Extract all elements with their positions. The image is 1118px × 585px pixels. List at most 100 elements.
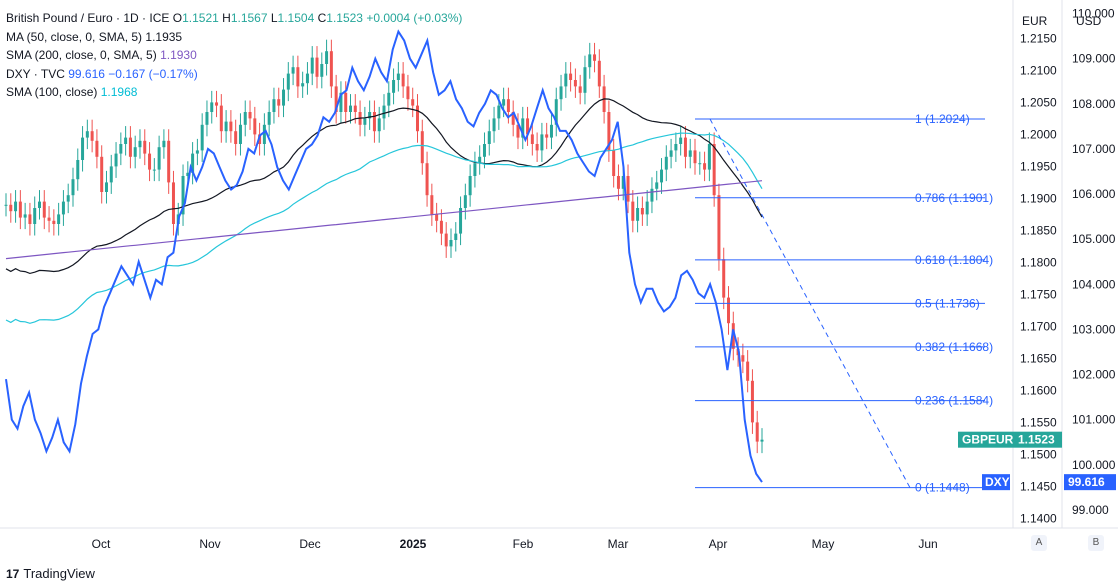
- candle-body: [344, 92, 348, 112]
- legend-dxy-row[interactable]: DXY · TVC 99.616 −0.167 (−0.17%): [6, 65, 462, 84]
- right-axis-tick-label: 108.000: [1072, 97, 1116, 111]
- candle-body: [90, 131, 94, 141]
- candle-body: [487, 131, 491, 144]
- candle-body: [372, 112, 376, 132]
- candle-body: [286, 73, 290, 90]
- candle-body: [119, 144, 123, 154]
- candle-body: [444, 233, 448, 247]
- candle-body: [688, 150, 692, 157]
- right-axis-tick-label: 110.000: [1072, 7, 1115, 21]
- fib-level-label: 0 (1.1448): [915, 481, 970, 495]
- time-axis-tick-label: Apr: [709, 537, 728, 551]
- right-scale-unit[interactable]: USD: [1076, 14, 1102, 28]
- candle-body: [760, 439, 764, 442]
- candle-body: [363, 118, 367, 125]
- left-scale-unit[interactable]: EUR: [1022, 14, 1048, 28]
- candle-body: [746, 361, 750, 381]
- candle-body: [511, 112, 515, 125]
- candle-body: [655, 182, 659, 189]
- tradingview-brand[interactable]: 17 TradingView: [6, 566, 95, 581]
- sma100-line: [5, 132, 763, 324]
- candle-body: [219, 105, 223, 132]
- left-axis-tick-label: 1.2000: [1020, 127, 1057, 141]
- candle-body: [234, 131, 238, 144]
- candle-body: [626, 176, 630, 202]
- dxy-line: [5, 29, 763, 483]
- candle-body: [573, 80, 577, 87]
- candle-body: [14, 201, 18, 212]
- candle-body: [420, 131, 424, 164]
- candle-body: [741, 355, 745, 362]
- candle-body: [549, 124, 553, 138]
- fib-level-label: 0.5 (1.1736): [915, 296, 980, 310]
- right-axis-tick-label: 109.000: [1072, 52, 1116, 66]
- candle-body: [109, 166, 113, 183]
- candle-body: [191, 153, 195, 173]
- candle-body: [640, 208, 644, 215]
- candle-body: [616, 176, 620, 189]
- candle-body: [47, 217, 51, 221]
- candle-body: [473, 163, 477, 176]
- candle-body: [291, 67, 295, 74]
- high-value: 1.1567: [230, 11, 268, 25]
- sma100-label: SMA (100, close): [6, 85, 98, 99]
- right-axis-tick-label: 104.000: [1072, 277, 1116, 291]
- close-label: C: [317, 11, 327, 25]
- candle-body: [124, 137, 128, 144]
- candle-body: [157, 147, 161, 170]
- candle-body: [277, 99, 281, 106]
- candle-body: [71, 179, 75, 196]
- candle-body: [683, 137, 687, 157]
- candle-body: [95, 140, 99, 157]
- dxy-label: DXY · TVC: [6, 66, 65, 81]
- left-axis-tick-label: 1.2050: [1020, 95, 1057, 109]
- chart-legend: British Pound / Euro · 1D · ICE O1.1521 …: [6, 9, 462, 102]
- high-label: H: [222, 11, 231, 25]
- candle-body: [454, 233, 458, 240]
- candle-body: [61, 201, 65, 215]
- legend-sma200-row[interactable]: SMA (200, close, 0, SMA, 5) 1.1930: [6, 46, 462, 65]
- left-axis-tick-label: 1.1900: [1020, 191, 1057, 205]
- ma50-line: [5, 98, 763, 275]
- tradingview-logo: 17: [6, 566, 20, 581]
- close-value: 1.1523: [326, 11, 363, 25]
- candle-body: [229, 121, 233, 132]
- change-value: +0.0004 (+0.03%): [366, 11, 463, 25]
- legend-ma50-row[interactable]: MA (50, close, 0, SMA, 5) 1.1935: [6, 28, 462, 47]
- sma200-line: [5, 180, 763, 260]
- candle-body: [152, 169, 156, 171]
- candle-body: [387, 92, 391, 106]
- candle-body: [621, 176, 625, 189]
- candle-body: [368, 112, 372, 119]
- candle-body: [224, 121, 228, 132]
- auto-scale-button[interactable]: A: [1031, 535, 1047, 551]
- time-axis-tick-label: Feb: [513, 537, 534, 551]
- right-axis-tick-label: 106.000: [1072, 187, 1116, 201]
- candle-body: [554, 99, 558, 125]
- candle-body: [612, 150, 616, 176]
- right-axis-tick-label: 102.000: [1072, 368, 1116, 382]
- right-axis-tick-label: 101.000: [1072, 413, 1116, 427]
- candle-body: [143, 140, 147, 154]
- candle-body: [502, 99, 506, 106]
- right-axis-tick-label: 100.000: [1072, 458, 1116, 472]
- ma50-value: 1.1935: [145, 29, 183, 44]
- chart-canvas[interactable]: 1.2150 1.2100 1.2050 1.2000 1.1950 1.1900 1.18…: [0, 0, 1118, 560]
- candle-body: [645, 201, 649, 215]
- candle-body: [181, 176, 185, 215]
- right-axis-tick-label: 103.000: [1072, 322, 1116, 336]
- candle-body: [320, 64, 324, 77]
- candle-body: [272, 99, 276, 112]
- candle-body: [171, 182, 175, 224]
- candle-body: [353, 105, 357, 112]
- candle-body: [282, 89, 286, 106]
- left-axis-tick-label: 1.1850: [1020, 223, 1057, 237]
- candle-body: [334, 86, 338, 112]
- candle-body: [650, 188, 654, 202]
- legend-sma100-row[interactable]: SMA (100, close) 1.1968: [6, 83, 462, 102]
- candle-body: [588, 54, 592, 68]
- candle-body: [267, 112, 271, 125]
- candle-body: [85, 131, 89, 138]
- fib-level-label: 1 (1.2024): [915, 112, 970, 126]
- scale-b-button[interactable]: B: [1088, 535, 1104, 551]
